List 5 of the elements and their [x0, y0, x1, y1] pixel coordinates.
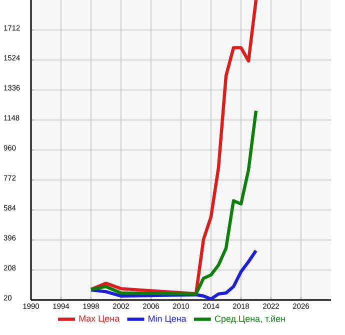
line-series	[89, 0, 258, 296]
legend-label: Min Цена	[148, 315, 186, 324]
legend-label: Max Цена	[79, 315, 120, 324]
line-series	[89, 109, 258, 296]
legend-label: Сред.Цена, т.йен	[214, 315, 285, 324]
